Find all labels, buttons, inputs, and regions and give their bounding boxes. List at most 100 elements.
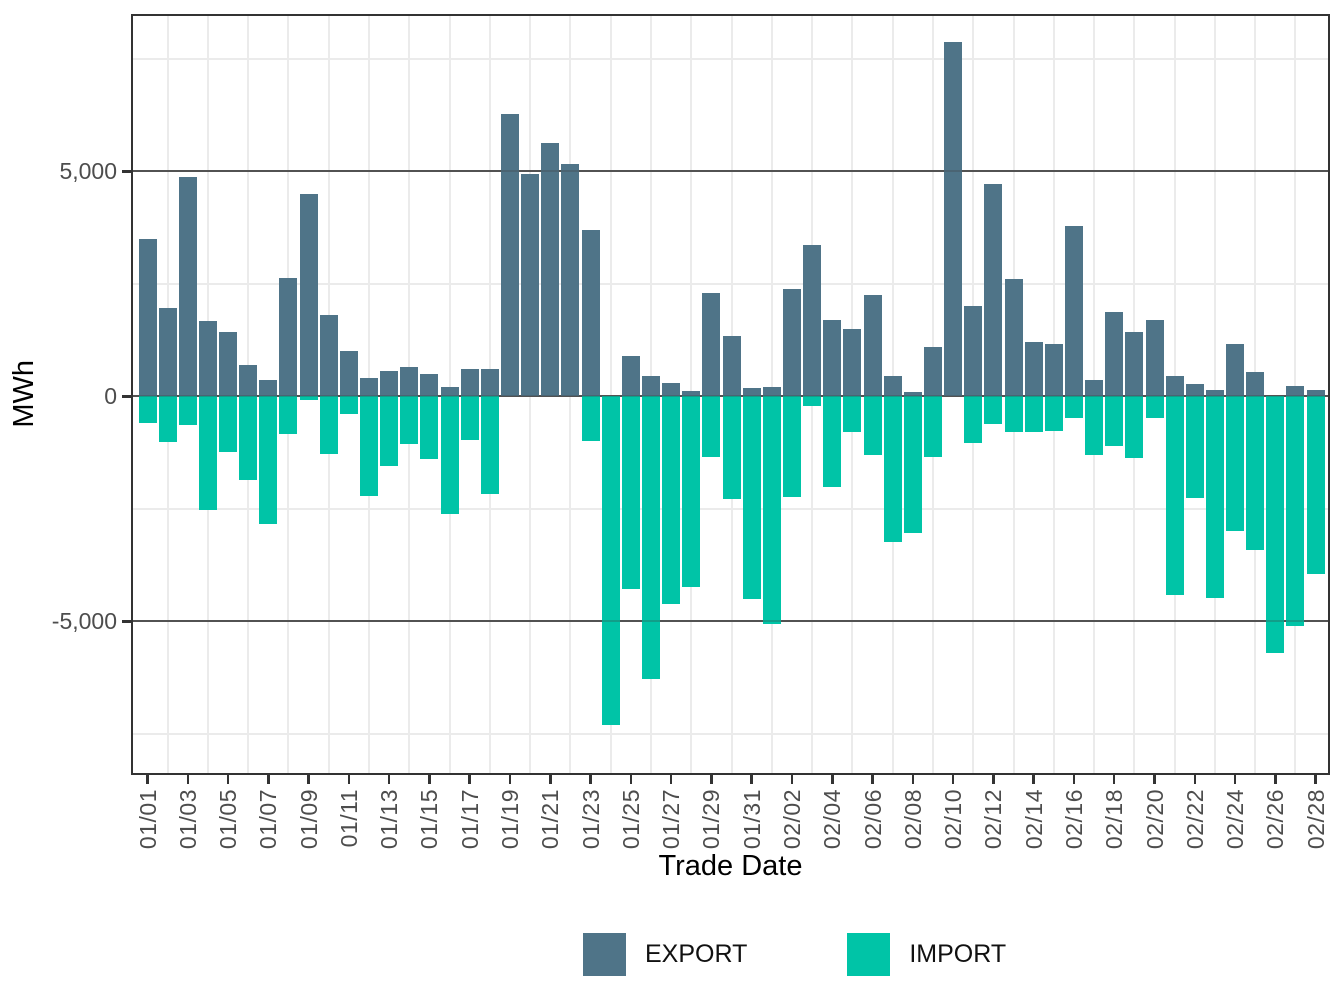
bar-export-01-21	[541, 143, 560, 396]
bar-export-02-21	[1165, 375, 1184, 396]
gridline-minor-h	[131, 732, 1330, 735]
bar-export-02-12	[984, 183, 1003, 396]
bar-export-01-29	[702, 292, 721, 396]
bar-import-01-14	[400, 396, 419, 444]
x-axis-tick	[992, 775, 995, 784]
bar-import-01-24	[601, 396, 620, 725]
x-axis-tick-label: 02/04	[819, 789, 846, 850]
bar-export-01-18	[480, 369, 499, 396]
bar-import-02-26	[1266, 396, 1285, 653]
bar-export-01-17	[460, 369, 479, 396]
bar-export-02-17	[1085, 379, 1104, 396]
bar-import-01-16	[440, 396, 459, 514]
x-axis-tick-label: 01/07	[255, 789, 282, 850]
gridline-major-h	[131, 620, 1330, 622]
x-axis-tick-label: 01/01	[134, 789, 161, 850]
x-axis-tick-label: 02/20	[1141, 789, 1168, 850]
bar-import-02-25	[1246, 396, 1265, 550]
bar-import-01-17	[460, 396, 479, 440]
bar-import-01-28	[682, 396, 701, 588]
bar-export-02-22	[1185, 384, 1204, 396]
bar-import-02-18	[1105, 396, 1124, 446]
bar-import-02-17	[1085, 396, 1104, 455]
gridline-minor-v	[609, 14, 612, 775]
x-axis-tick	[1233, 775, 1237, 784]
gridline-major-overlay	[131, 620, 1330, 622]
x-axis-tick-label: 01/27	[658, 789, 685, 850]
bar-export-01-01	[138, 238, 157, 396]
bar-export-01-22	[561, 163, 580, 396]
bar-import-02-14	[1024, 396, 1043, 432]
bar-export-01-12	[360, 378, 379, 396]
bar-import-02-06	[863, 396, 882, 456]
bar-import-02-11	[964, 396, 983, 444]
bar-import-02-15	[1044, 396, 1063, 432]
bar-export-01-14	[400, 366, 419, 396]
bar-export-02-18	[1105, 311, 1124, 396]
bar-export-01-27	[662, 382, 681, 396]
bar-import-02-13	[1004, 396, 1023, 433]
bar-export-01-11	[339, 351, 358, 396]
bar-export-01-06	[239, 364, 258, 396]
bar-import-01-06	[239, 396, 258, 481]
bar-import-02-24	[1226, 396, 1245, 531]
bar-export-01-28	[682, 390, 701, 396]
bar-export-02-15	[1044, 344, 1063, 396]
gridline-major-overlay	[131, 170, 1330, 172]
bar-export-01-23	[581, 229, 600, 396]
x-axis-tick-label: 01/25	[617, 789, 644, 850]
bar-export-02-25	[1246, 372, 1265, 396]
legend-item-import: IMPORT	[847, 933, 1006, 976]
bar-export-02-13	[1004, 279, 1023, 396]
bar-import-01-27	[662, 396, 681, 604]
bar-export-01-09	[299, 193, 318, 396]
bar-export-01-04	[198, 321, 217, 396]
x-axis-tick	[589, 775, 592, 784]
bar-export-01-16	[440, 387, 459, 396]
x-axis-tick-label: 01/03	[174, 789, 201, 850]
bar-export-02-09	[923, 346, 942, 396]
x-axis-tick	[710, 775, 713, 784]
bar-export-01-25	[621, 356, 640, 396]
x-axis-tick	[831, 775, 834, 784]
x-axis-tick-label: 01/31	[738, 789, 765, 850]
bar-export-01-19	[501, 113, 520, 396]
x-axis-tick	[347, 775, 351, 784]
y-axis-tick	[122, 395, 131, 398]
x-axis-tick	[226, 775, 230, 784]
x-axis-tick	[1314, 775, 1317, 784]
bar-export-02-27	[1286, 386, 1305, 396]
bar-import-01-29	[702, 396, 721, 458]
bar-export-02-20	[1145, 319, 1164, 396]
bar-import-02-03	[803, 396, 822, 406]
bar-import-01-13	[380, 396, 399, 467]
legend: EXPORT IMPORT	[583, 933, 1006, 976]
y-axis-tick	[122, 170, 131, 173]
x-axis-tick	[669, 775, 673, 784]
x-axis-tick-label: 02/06	[859, 789, 886, 850]
bar-import-02-09	[923, 396, 942, 457]
x-axis-tick	[871, 775, 874, 784]
bar-import-02-22	[1185, 396, 1204, 498]
bar-import-02-01	[762, 396, 781, 624]
bar-export-01-26	[642, 376, 660, 396]
bar-import-02-02	[782, 396, 801, 498]
bar-export-02-01	[762, 386, 781, 396]
x-axis-title: Trade Date	[658, 850, 803, 882]
x-axis-tick-label: 02/28	[1302, 789, 1329, 850]
bar-import-01-31	[742, 396, 761, 599]
bar-export-01-03	[178, 176, 197, 396]
y-axis-tick-label: 5,000	[59, 158, 117, 184]
gridline-minor-h	[131, 282, 1330, 285]
bar-import-01-03	[178, 396, 197, 425]
x-axis-tick-label: 01/23	[577, 789, 604, 850]
bar-export-01-15	[420, 374, 439, 396]
bar-export-02-23	[1205, 389, 1224, 396]
bar-import-02-04	[823, 396, 842, 488]
x-axis-tick-label: 02/12	[980, 789, 1007, 850]
x-axis-tick-label: 02/22	[1181, 789, 1208, 850]
bar-export-02-19	[1125, 331, 1144, 396]
bar-import-01-30	[722, 396, 741, 499]
x-axis-tick-label: 01/15	[416, 789, 443, 850]
